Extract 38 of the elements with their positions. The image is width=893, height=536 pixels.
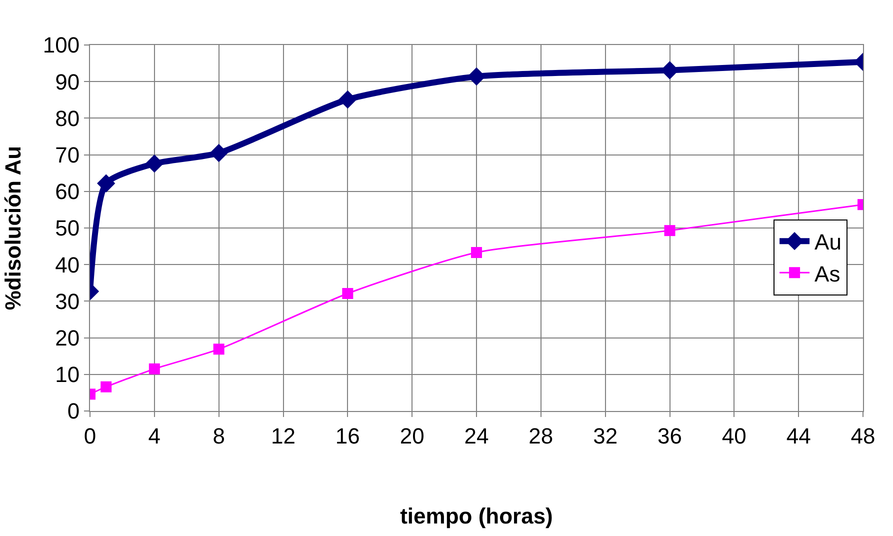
x-tick-label: 20 bbox=[400, 423, 424, 448]
y-tick-label: 90 bbox=[55, 69, 80, 94]
x-tick-label: 48 bbox=[850, 423, 876, 448]
x-axis-title: tiempo (horas) bbox=[400, 503, 553, 528]
y-tick-label: 100 bbox=[42, 32, 80, 58]
y-tick-label: 20 bbox=[55, 326, 80, 350]
point bbox=[338, 90, 357, 109]
x-tick-label: 32 bbox=[593, 423, 618, 448]
y-tick-label: 30 bbox=[55, 288, 80, 314]
x-tick-label: 0 bbox=[84, 423, 96, 448]
x-tick-label: 16 bbox=[335, 423, 360, 448]
y-axis-title: %disolución Au bbox=[0, 146, 26, 310]
x-tick-label: 24 bbox=[464, 423, 489, 448]
point bbox=[471, 247, 482, 258]
y-tick-label: 80 bbox=[55, 106, 80, 131]
point bbox=[148, 363, 160, 374]
point bbox=[213, 344, 224, 355]
point bbox=[210, 144, 228, 162]
y-tick-label: 70 bbox=[55, 142, 80, 168]
point bbox=[342, 288, 354, 300]
x-tick-label: 36 bbox=[658, 423, 682, 448]
point bbox=[97, 174, 116, 192]
y-tick-label: 10 bbox=[55, 362, 80, 388]
y-tick-label: 0 bbox=[67, 398, 80, 424]
x-tick-label: 12 bbox=[271, 423, 296, 448]
point bbox=[145, 154, 164, 173]
y-tick-label: 50 bbox=[55, 216, 80, 241]
x-tick-label: 4 bbox=[148, 423, 161, 448]
legend-label: As bbox=[814, 261, 840, 286]
y-tick-label: 40 bbox=[55, 252, 80, 278]
x-tick-label: 28 bbox=[528, 423, 554, 448]
x-tick-label: 40 bbox=[722, 423, 746, 448]
x-tick-label: 44 bbox=[786, 423, 811, 448]
point bbox=[664, 225, 676, 236]
x-tick-label: 8 bbox=[212, 423, 225, 448]
legend-label: Au bbox=[814, 230, 842, 255]
y-tick-label: 60 bbox=[55, 179, 80, 204]
point bbox=[100, 381, 112, 392]
